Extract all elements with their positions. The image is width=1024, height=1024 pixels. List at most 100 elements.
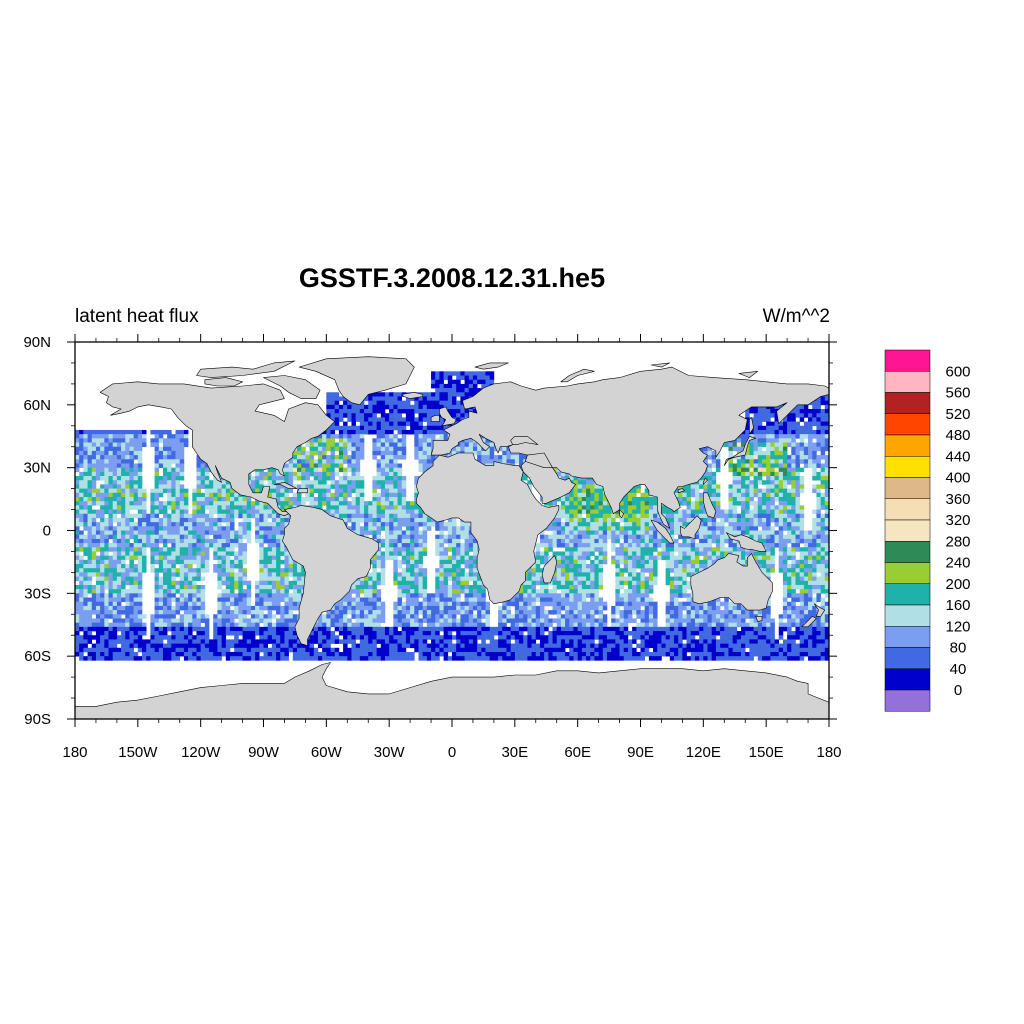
flux-cell [736, 526, 742, 531]
flux-cell [393, 513, 398, 519]
flux-cell [787, 434, 792, 439]
flux-cell [129, 442, 134, 448]
flux-cell [271, 467, 277, 473]
flux-cell [464, 534, 470, 540]
flux-cell [95, 492, 101, 498]
flux-cell [137, 534, 143, 540]
flux-cell [799, 446, 805, 452]
flux-cell [108, 429, 113, 435]
flux-cell [104, 476, 109, 481]
flux-cell [380, 455, 386, 460]
flux-cell [414, 534, 419, 540]
flux-cell [125, 429, 130, 435]
flux-cell [422, 400, 428, 406]
flux-cell [91, 455, 97, 460]
flux-cell [338, 438, 344, 443]
flux-cell [79, 480, 84, 485]
flux-cell [100, 438, 105, 443]
flux-cell [761, 496, 767, 502]
flux-cell [464, 371, 470, 376]
flux-cell [602, 534, 608, 540]
flux-cell [213, 517, 218, 523]
flux-cell [544, 538, 549, 544]
flux-cell [460, 446, 465, 452]
flux-cell [104, 434, 109, 439]
flux-cell [125, 442, 130, 448]
flux-cell [795, 455, 800, 460]
flux-cell [519, 459, 524, 464]
flux-cell [749, 488, 754, 494]
flux-cell [188, 517, 193, 523]
flux-cell [795, 413, 800, 418]
flux-cell [389, 455, 394, 460]
flux-cell [803, 429, 809, 435]
flux-cell [292, 476, 298, 481]
flux-cell [259, 501, 264, 506]
flux-cell [753, 446, 759, 452]
flux-cell [91, 513, 97, 519]
flux-cell [154, 488, 160, 494]
flux-cell [359, 476, 365, 481]
flux-cell [104, 455, 109, 460]
flux-cell [200, 467, 206, 473]
flux-cell [749, 450, 754, 456]
flux-cell [271, 543, 277, 548]
flux-cell [75, 484, 80, 489]
flux-cell [401, 496, 407, 502]
flux-cell [464, 526, 470, 531]
flux-cell [384, 417, 390, 422]
flux-cell [757, 409, 763, 414]
flux-cell [200, 543, 206, 548]
flux-cell [322, 442, 327, 448]
flux-cell [761, 534, 767, 540]
flux-cell [728, 509, 733, 515]
flux-cell [83, 450, 88, 456]
flux-cell [137, 480, 143, 485]
flux-cell [690, 501, 696, 506]
flux-cell [770, 471, 775, 477]
flux-cell [380, 488, 386, 494]
flux-cell [410, 543, 415, 548]
flux-cell [380, 450, 386, 456]
flux-cell [389, 522, 394, 527]
flux-cell [150, 496, 155, 502]
flux-cell [489, 450, 495, 456]
flux-cell [343, 476, 348, 481]
flux-cell [590, 505, 595, 510]
flux-cell [820, 409, 826, 414]
flux-cell [217, 513, 222, 519]
flux-cell [372, 505, 377, 510]
flux-cell [632, 505, 637, 510]
flux-cell [334, 455, 340, 460]
flux-cell [703, 509, 708, 515]
flux-cell [317, 488, 323, 494]
flux-cell [577, 484, 583, 489]
flux-cell [175, 450, 181, 456]
flux-cell [422, 446, 428, 452]
flux-cell [569, 488, 574, 494]
flux-cell [95, 476, 101, 481]
flux-cell [707, 480, 713, 485]
flux-cell [736, 459, 742, 464]
flux-cell [95, 526, 101, 531]
flux-cell [397, 442, 403, 448]
flux-cell [213, 526, 218, 531]
flux-cell [460, 400, 465, 406]
flux-cell [389, 429, 394, 435]
flux-cell [137, 455, 143, 460]
flux-cell [787, 505, 792, 510]
flux-cell [426, 429, 432, 435]
flux-cell [79, 522, 84, 527]
flux-cell [108, 455, 113, 460]
flux-cell [711, 459, 717, 464]
flux-cell [129, 459, 134, 464]
flux-cell [175, 484, 181, 489]
flux-cell [393, 522, 398, 527]
flux-cell [594, 505, 599, 510]
flux-cell [330, 480, 336, 485]
flux-cell [778, 404, 784, 410]
flux-cell [100, 501, 105, 506]
flux-cell [569, 522, 574, 527]
flux-cell [602, 509, 608, 515]
flux-cell [674, 492, 679, 498]
